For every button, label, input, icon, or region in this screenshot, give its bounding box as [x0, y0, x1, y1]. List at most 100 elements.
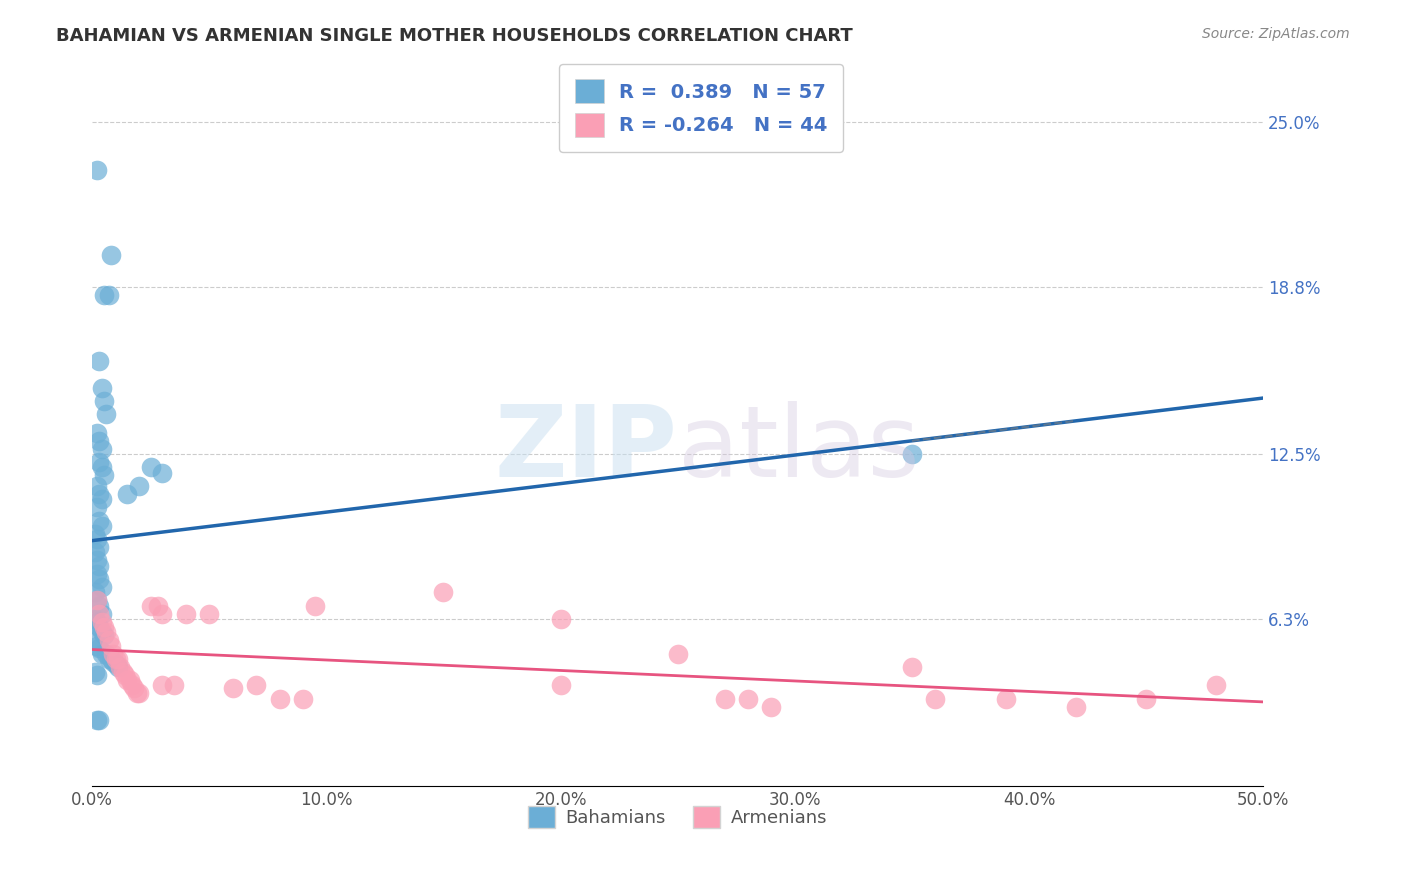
Point [174, 607, 197, 621]
Point [761, 699, 783, 714]
Point [83, 612, 105, 626]
Point [89, 540, 111, 554]
Point [89, 620, 111, 634]
Point [97, 633, 120, 648]
Point [93, 628, 115, 642]
Point [90, 442, 112, 456]
Point [901, 660, 924, 674]
Point [86, 425, 108, 440]
Point [83, 585, 105, 599]
Point [96, 407, 118, 421]
Point [90, 492, 112, 507]
Point [107, 652, 129, 666]
Point [90, 607, 112, 621]
Point [104, 652, 127, 666]
Point [86, 593, 108, 607]
Point [89, 572, 111, 586]
Point [83, 527, 105, 541]
Point [89, 607, 111, 621]
Point [152, 678, 174, 692]
Text: Source: ZipAtlas.com: Source: ZipAtlas.com [1202, 27, 1350, 41]
Point [118, 673, 141, 687]
Point [152, 466, 174, 480]
Point [124, 681, 146, 695]
Point [90, 615, 112, 629]
Point [89, 354, 111, 368]
Point [121, 678, 143, 692]
Point [97, 287, 120, 301]
Point [90, 647, 112, 661]
Point [107, 660, 129, 674]
Point [89, 514, 111, 528]
Point [86, 553, 108, 567]
Point [146, 599, 169, 613]
Point [96, 647, 118, 661]
Point [86, 479, 108, 493]
Point [89, 641, 111, 656]
Point [104, 657, 127, 672]
Point [432, 585, 454, 599]
Point [93, 393, 115, 408]
Point [117, 487, 139, 501]
Point [86, 639, 108, 653]
Legend: Bahamians, Armenians: Bahamians, Armenians [520, 798, 835, 835]
Point [128, 686, 150, 700]
Point [125, 686, 148, 700]
Point [86, 162, 108, 177]
Point [89, 487, 111, 501]
Point [117, 673, 139, 687]
Point [291, 691, 314, 706]
Point [139, 599, 162, 613]
Point [198, 607, 221, 621]
Point [100, 247, 122, 261]
Point [994, 691, 1017, 706]
Point [86, 713, 108, 727]
Point [89, 599, 111, 613]
Point [89, 558, 111, 573]
Point [269, 691, 291, 706]
Text: ZIP: ZIP [495, 401, 678, 498]
Point [550, 612, 572, 626]
Point [93, 287, 115, 301]
Text: atlas: atlas [678, 401, 920, 498]
Point [666, 647, 689, 661]
Point [89, 455, 111, 469]
Point [550, 678, 572, 692]
Text: BAHAMIAN VS ARMENIAN SINGLE MOTHER HOUSEHOLDS CORRELATION CHART: BAHAMIAN VS ARMENIAN SINGLE MOTHER HOUSE… [56, 27, 853, 45]
Point [901, 447, 924, 461]
Point [111, 665, 134, 680]
Point [90, 460, 112, 475]
Point [713, 691, 735, 706]
Point [100, 639, 122, 653]
Point [89, 434, 111, 448]
Point [86, 500, 108, 515]
Point [103, 647, 125, 661]
Point [924, 691, 946, 706]
Point [1064, 699, 1087, 714]
Point [83, 633, 105, 648]
Point [110, 660, 132, 674]
Point [83, 665, 105, 680]
Point [97, 652, 120, 666]
Point [90, 381, 112, 395]
Point [103, 655, 125, 669]
Point [90, 625, 112, 640]
Point [1205, 678, 1227, 692]
Point [737, 691, 759, 706]
Point [83, 545, 105, 559]
Point [1135, 691, 1157, 706]
Point [93, 468, 115, 483]
Point [89, 713, 111, 727]
Point [304, 599, 326, 613]
Point [128, 479, 150, 493]
Point [139, 460, 162, 475]
Point [222, 681, 245, 695]
Point [163, 678, 186, 692]
Point [86, 566, 108, 581]
Point [86, 593, 108, 607]
Point [96, 625, 118, 640]
Point [86, 667, 108, 681]
Point [90, 580, 112, 594]
Point [86, 615, 108, 629]
Point [90, 519, 112, 533]
